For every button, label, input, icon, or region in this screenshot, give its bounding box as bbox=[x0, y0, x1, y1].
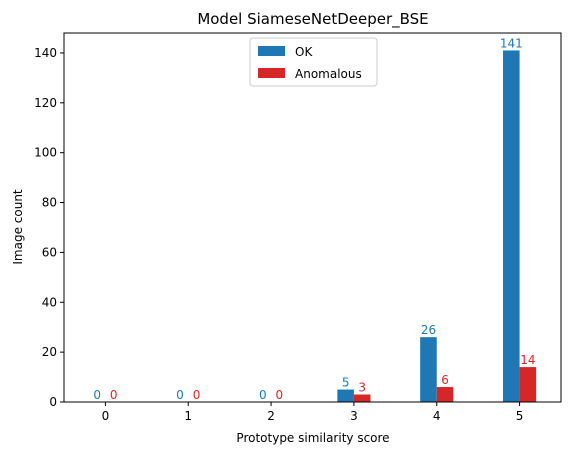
data-label-anomalous-3: 3 bbox=[358, 381, 366, 395]
y-axis-label: Image count bbox=[11, 189, 25, 265]
y-tick-label: 20 bbox=[42, 345, 57, 359]
bar-ok-3 bbox=[337, 389, 354, 402]
x-tick-label: 2 bbox=[267, 409, 275, 423]
legend: OK Anomalous bbox=[249, 37, 378, 87]
x-axis-label: Prototype similarity score bbox=[236, 431, 389, 445]
data-label-anomalous-0: 0 bbox=[110, 388, 118, 402]
legend-label-anomalous: Anomalous bbox=[295, 67, 362, 81]
x-tick-label: 1 bbox=[184, 409, 192, 423]
bar-anomalous-3 bbox=[353, 394, 371, 402]
y-tick-label: 100 bbox=[34, 146, 57, 160]
data-label-anomalous-2: 0 bbox=[276, 388, 284, 402]
x-tick-label: 5 bbox=[516, 409, 524, 423]
bar-anomalous-4 bbox=[436, 387, 454, 402]
bars-layer bbox=[337, 50, 537, 403]
x-axis: 0 1 2 3 4 5 bbox=[102, 402, 524, 423]
data-label-ok-3: 5 bbox=[342, 376, 350, 390]
legend-swatch-ok bbox=[258, 46, 285, 56]
x-tick-label: 4 bbox=[433, 409, 441, 423]
data-label-anomalous-4: 6 bbox=[441, 373, 449, 387]
data-label-anomalous-5: 14 bbox=[520, 353, 535, 367]
chart-title: Model SiameseNetDeeper_BSE bbox=[197, 10, 428, 29]
plot-area-frame bbox=[63, 32, 562, 403]
data-label-ok-1: 0 bbox=[176, 388, 184, 402]
data-label-ok-5: 141 bbox=[500, 36, 523, 50]
y-tick-label: 40 bbox=[42, 295, 57, 309]
x-tick-label: 3 bbox=[350, 409, 358, 423]
bar-ok-4 bbox=[420, 337, 437, 402]
bar-anomalous-5 bbox=[519, 367, 537, 402]
legend-label-ok: OK bbox=[295, 45, 313, 59]
y-tick-label: 80 bbox=[42, 196, 57, 210]
y-tick-label: 140 bbox=[34, 46, 57, 60]
data-label-ok-0: 0 bbox=[93, 388, 101, 402]
x-tick-label: 0 bbox=[102, 409, 110, 423]
y-tick-label: 0 bbox=[49, 395, 57, 409]
data-label-ok-4: 26 bbox=[421, 323, 436, 337]
bar-ok-5 bbox=[503, 50, 520, 403]
y-tick-label: 60 bbox=[42, 245, 57, 259]
y-tick-label: 120 bbox=[34, 96, 57, 110]
data-label-anomalous-1: 0 bbox=[193, 388, 201, 402]
data-label-ok-2: 0 bbox=[259, 388, 267, 402]
legend-swatch-anomalous bbox=[258, 68, 285, 78]
y-axis: 0 20 40 60 80 100 120 140 bbox=[34, 46, 64, 409]
